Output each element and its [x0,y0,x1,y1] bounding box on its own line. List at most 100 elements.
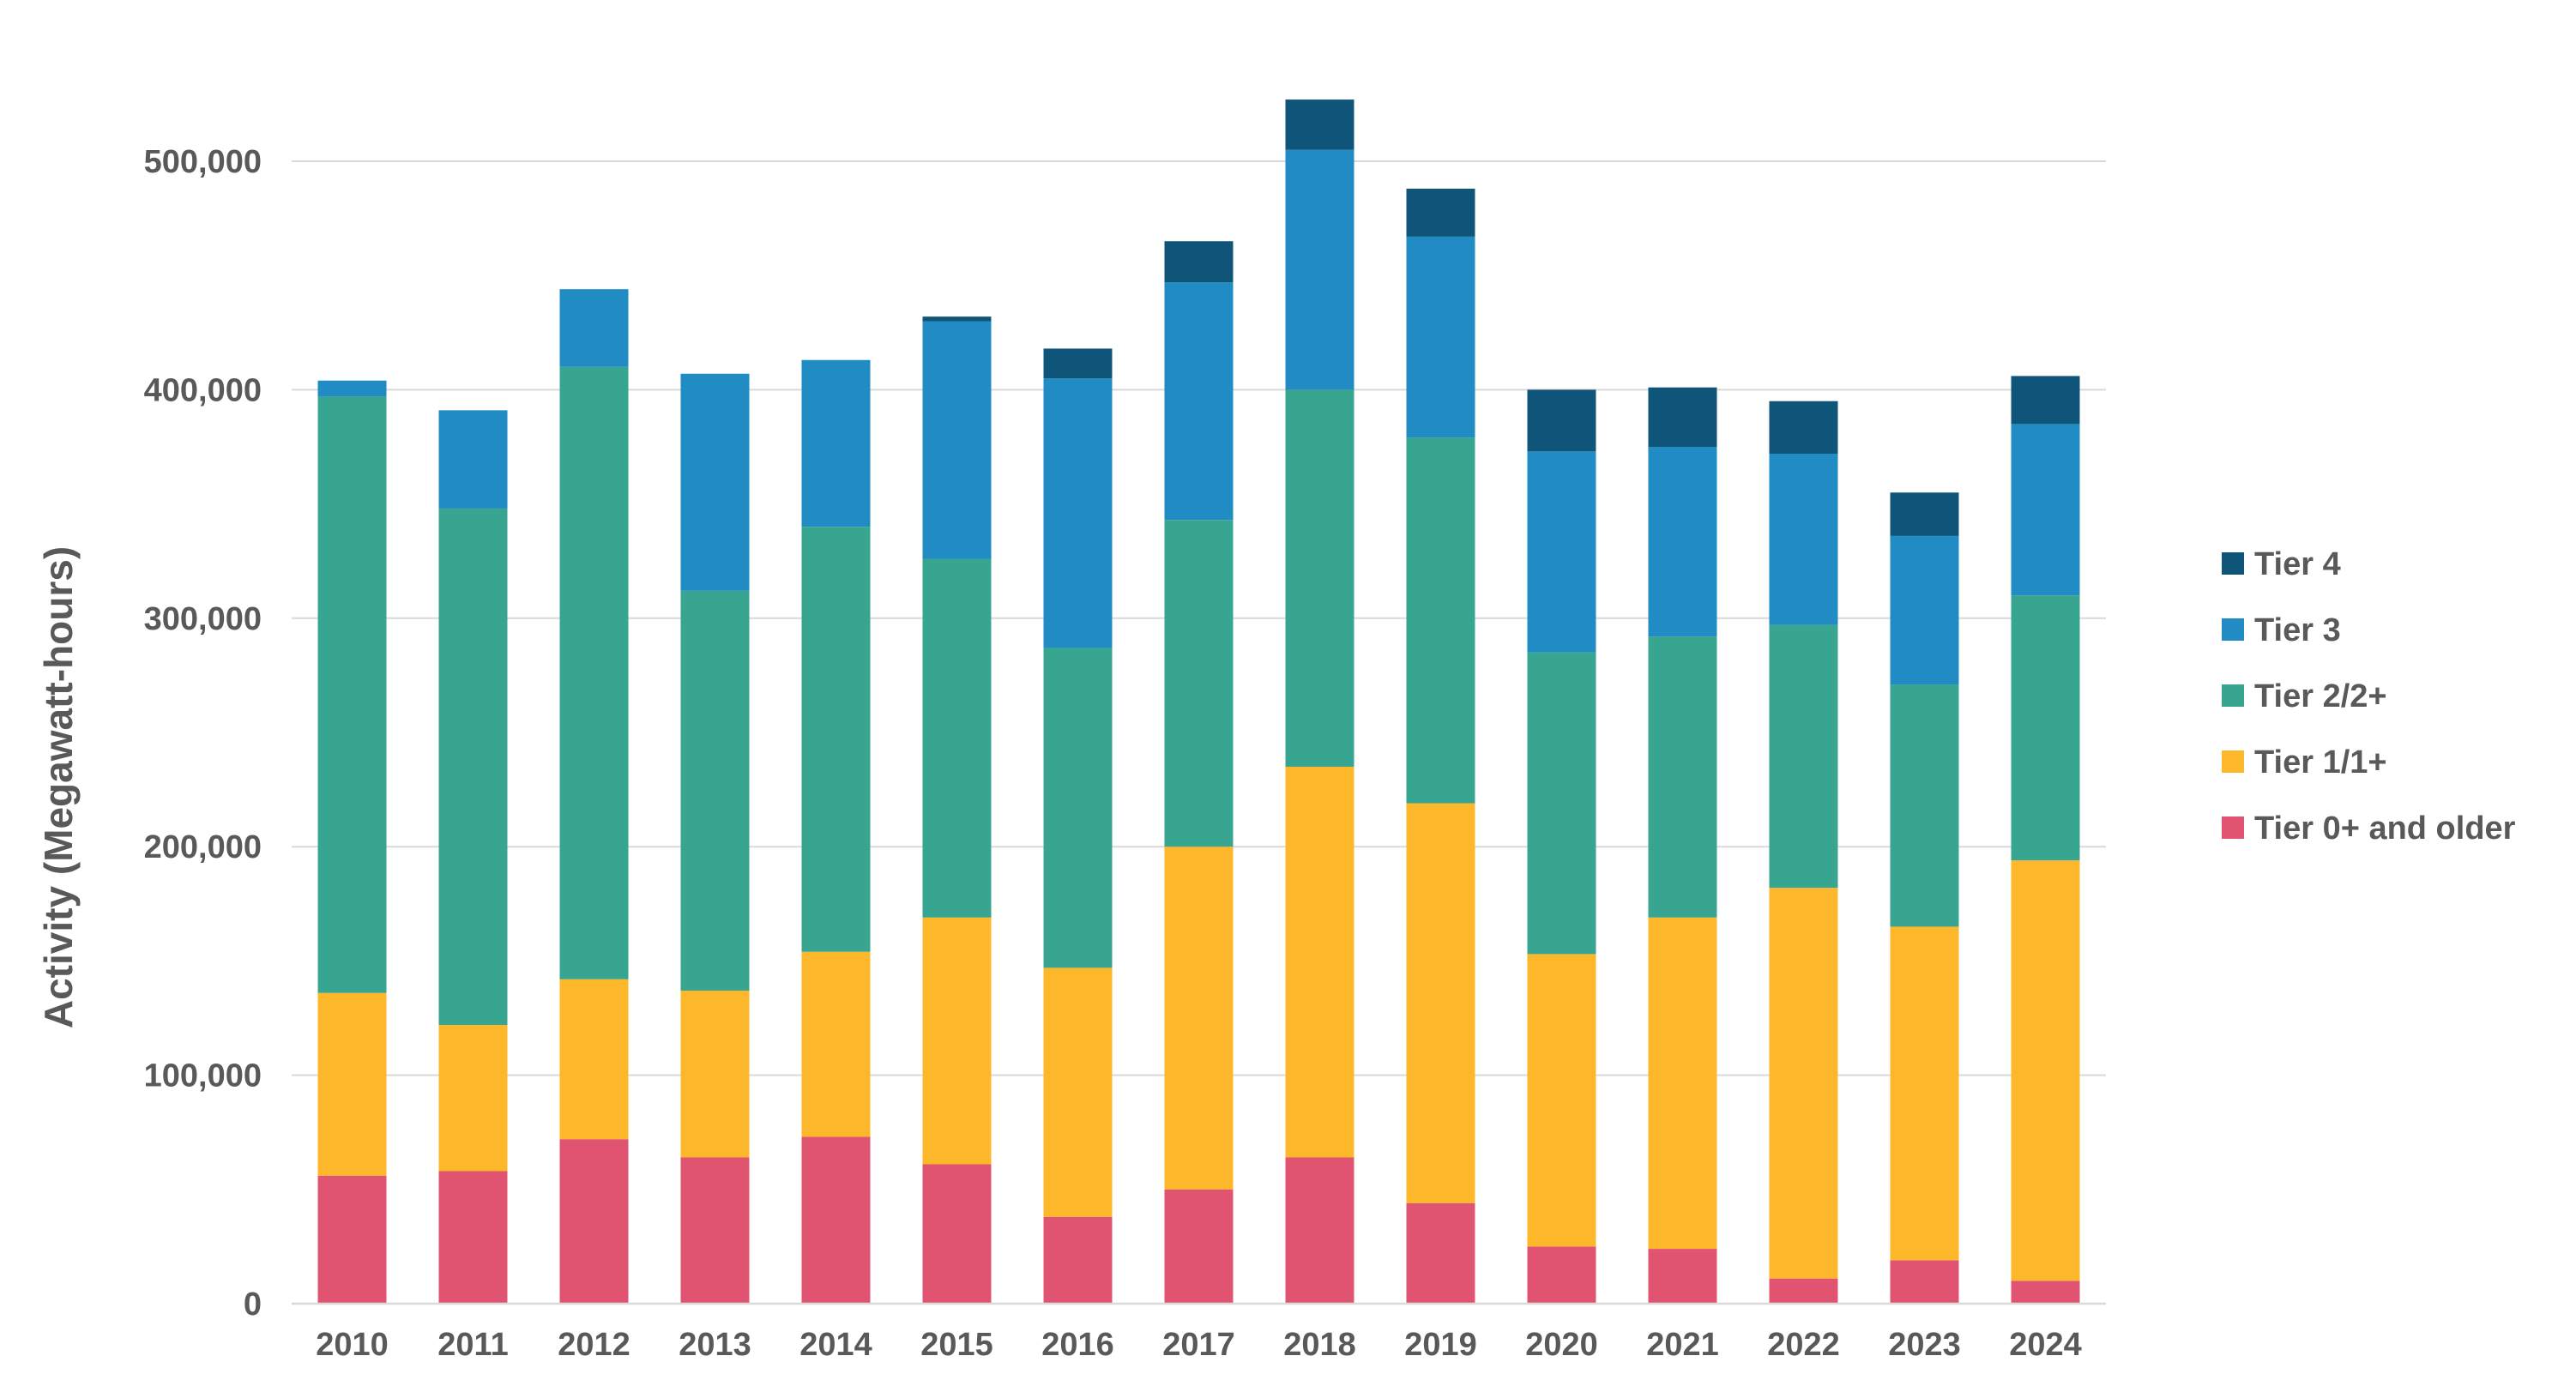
bar-tier-0-and-older-2019 [1406,1202,1475,1304]
x-tick-label: 2021 [1646,1327,1719,1363]
x-tick-label: 2010 [316,1327,389,1363]
x-tick-label: 2024 [2009,1327,2082,1363]
x-tick-label: 2017 [1162,1327,1235,1363]
bar-tier-1-1-2015 [922,917,992,1165]
bar-stack-2014 [801,359,871,1304]
bar-tier-2-2-2018 [1285,389,1354,767]
x-tick-label: 2019 [1404,1327,1477,1363]
bar-stack-2019 [1406,188,1475,1304]
bar-tier-2-2-2019 [1406,437,1475,804]
bar-tier-2-2-2012 [559,366,629,979]
legend-label: Tier 1/1+ [2254,744,2387,780]
bar-stack-2013 [680,373,750,1304]
bar-tier-1-1-2019 [1406,803,1475,1203]
bar-tier-0-and-older-2015 [922,1164,992,1304]
bar-tier-1-1-2014 [801,951,871,1137]
bar-tier-2-2-2010 [317,396,387,993]
bar-tier-1-1-2021 [1648,917,1717,1250]
y-tick-label: 500,000 [144,144,262,180]
legend-item-tier-1-1: Tier 1/1+ [2222,744,2387,780]
legend-label: Tier 4 [2254,546,2341,582]
bar-tier-3-2024 [2011,424,2080,596]
bar-tier-1-1-2011 [438,1024,508,1172]
bar-tier-0-and-older-2024 [2011,1281,2080,1304]
bar-tier-0-and-older-2018 [1285,1157,1354,1304]
bar-tier-1-1-2010 [317,992,387,1176]
legend-swatch [2222,750,2244,773]
bar-tier-0-and-older-2014 [801,1136,871,1304]
bar-stack-2016 [1043,348,1113,1304]
legend-item-tier-2-2: Tier 2/2+ [2222,678,2387,714]
bar-tier-1-1-2016 [1043,967,1113,1217]
bar-tier-1-1-2012 [559,979,629,1140]
bar-tier-4-2023 [1890,492,1959,536]
bar-tier-1-1-2018 [1285,766,1354,1158]
bar-tier-3-2011 [438,410,508,509]
x-tick-label: 2013 [679,1327,751,1363]
bar-stack-2022 [1769,401,1838,1304]
y-tick-label: 300,000 [144,601,262,637]
bar-tier-0-and-older-2016 [1043,1216,1113,1304]
x-tick-label: 2023 [1888,1327,1961,1363]
x-tick-label: 2018 [1283,1327,1356,1363]
y-tick-label: 0 [244,1287,262,1323]
bar-tier-1-1-2013 [680,991,750,1158]
y-tick-label: 200,000 [144,829,262,865]
bar-tier-3-2013 [680,373,750,591]
bar-tier-2-2-2017 [1164,520,1234,847]
y-tick-label: 100,000 [144,1058,262,1094]
bar-tier-3-2018 [1285,149,1354,390]
bar-tier-2-2-2022 [1769,624,1838,889]
bar-stack-2024 [2011,376,2080,1304]
bar-tier-4-2015 [922,316,992,322]
legend: Tier 4 Tier 3 Tier 2/2+ Tier 1/1+ Tier 0+ an… [2222,546,2516,847]
bar-tier-3-2023 [1890,535,1959,685]
bar-tier-0-and-older-2020 [1527,1246,1596,1304]
bar-tier-4-2016 [1043,348,1113,379]
bar-tier-4-2019 [1406,188,1475,237]
x-tick-label: 2015 [920,1327,993,1363]
bar-tier-0-and-older-2023 [1890,1260,1959,1304]
bar-tier-4-2022 [1769,401,1838,454]
x-tick-label: 2022 [1767,1327,1840,1363]
bar-tier-0-and-older-2010 [317,1175,387,1304]
bar-tier-2-2-2013 [680,590,750,991]
bar-tier-3-2022 [1769,453,1838,625]
bar-tier-3-2017 [1164,282,1234,521]
axes: 0 100,000 200,000 300,000 400,000 500,000 2010… [144,144,2106,1363]
bars [317,99,2080,1304]
x-tick-label: 2011 [437,1327,508,1363]
bar-tier-3-2015 [922,321,992,559]
bar-tier-4-2021 [1648,387,1717,447]
bar-tier-2-2-2021 [1648,636,1717,918]
bar-tier-2-2-2024 [2011,595,2080,861]
bar-tier-0-and-older-2017 [1164,1189,1234,1304]
bar-stack-2017 [1164,241,1234,1304]
x-tick-label: 2014 [799,1327,872,1363]
bar-tier-4-2024 [2011,376,2080,425]
legend-swatch [2222,552,2244,575]
bar-tier-1-1-2017 [1164,847,1234,1190]
bar-tier-3-2014 [801,359,871,527]
legend-swatch [2222,684,2244,707]
bar-tier-4-2018 [1285,99,1354,150]
legend-label: Tier 0+ and older [2254,810,2516,847]
legend-item-tier-3: Tier 3 [2222,612,2341,648]
bar-tier-2-2-2011 [438,508,508,1025]
legend-item-tier-4: Tier 4 [2222,546,2341,582]
bar-tier-2-2-2023 [1890,684,1959,927]
bar-tier-3-2020 [1527,451,1596,653]
y-tick-label: 400,000 [144,372,262,408]
bar-stack-2011 [438,410,508,1304]
bar-tier-2-2-2016 [1043,648,1113,968]
bar-tier-0-and-older-2022 [1769,1278,1838,1304]
legend-swatch [2222,618,2244,641]
bar-stack-2012 [559,289,629,1304]
bar-tier-0-and-older-2013 [680,1157,750,1304]
x-tick-label: 2016 [1041,1327,1114,1363]
bar-stack-2023 [1890,492,1959,1304]
legend-label: Tier 2/2+ [2254,678,2387,714]
bar-stack-2020 [1527,389,1596,1304]
legend-item-tier-0-and-older: Tier 0+ and older [2222,810,2516,847]
